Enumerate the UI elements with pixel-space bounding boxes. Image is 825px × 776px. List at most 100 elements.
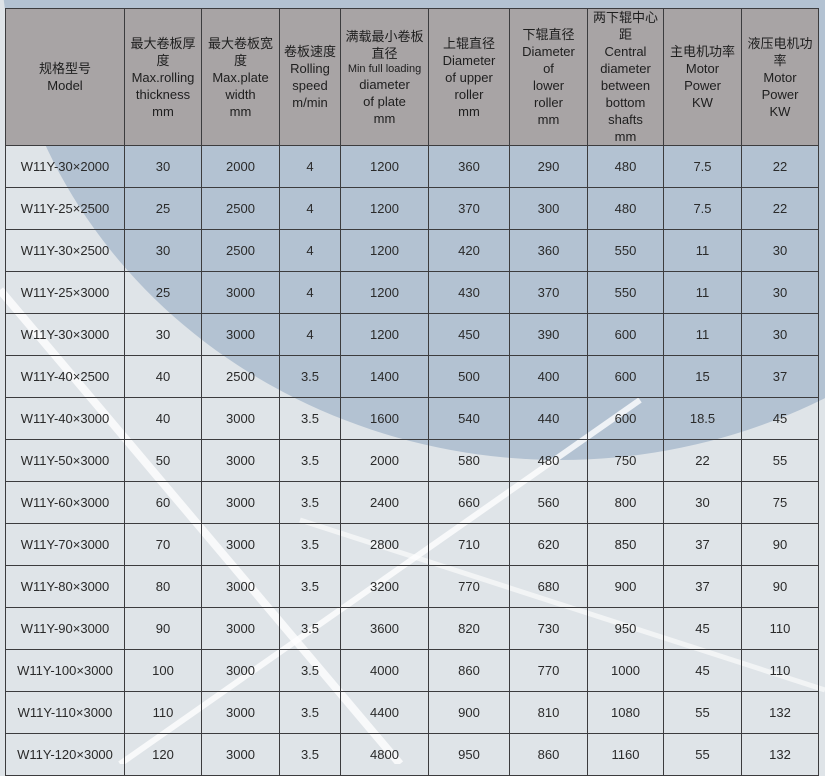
value-cell: 30 [741, 313, 819, 356]
header-en: Power [684, 78, 721, 93]
value-cell: 480 [587, 145, 664, 188]
value-cell: 420 [428, 229, 510, 272]
value-cell: 1000 [587, 649, 664, 692]
value-cell: 4400 [340, 691, 429, 734]
header-en: roller [454, 86, 484, 102]
value-cell: 132 [741, 733, 819, 776]
value-cell: 50 [124, 439, 202, 482]
table-row: W11Y-25×2500 25 2500 4 1200 370 300 480 7.5 22 [5, 187, 819, 230]
value-cell: 37 [663, 523, 742, 566]
value-cell: 550 [587, 229, 664, 272]
value-cell: 3000 [201, 649, 280, 692]
value-cell: 80 [124, 565, 202, 608]
value-cell: 40 [124, 355, 202, 398]
value-cell: 3.5 [279, 397, 341, 440]
value-cell: 100 [124, 649, 202, 692]
column-header: 下辊直径 Diameter of lower roller mm [509, 8, 588, 146]
table-row: W11Y-50×3000 50 3000 3.5 2000 580 480 750 22 55 [5, 439, 819, 482]
value-cell: 900 [428, 691, 510, 734]
value-cell: 850 [587, 523, 664, 566]
value-cell: 3.5 [279, 523, 341, 566]
value-cell: 3000 [201, 523, 280, 566]
value-cell: 750 [587, 439, 664, 482]
value-cell: 18.5 [663, 397, 742, 440]
header-zh: 卷板速度 [283, 44, 336, 59]
value-cell: 600 [587, 313, 664, 356]
value-cell: 860 [509, 733, 588, 776]
header-en: Max.rolling [131, 69, 195, 85]
value-cell: 1200 [340, 229, 429, 272]
value-cell: 132 [741, 691, 819, 734]
value-cell: 950 [428, 733, 510, 776]
value-cell: 440 [509, 397, 588, 440]
value-cell: 25 [124, 271, 202, 314]
value-cell: 4 [279, 229, 341, 272]
header-en: diameter [600, 61, 651, 76]
value-cell: 45 [663, 649, 742, 692]
value-cell: 37 [741, 355, 819, 398]
value-cell: 11 [663, 229, 742, 272]
value-cell: 770 [428, 565, 510, 608]
value-cell: 40 [124, 397, 202, 440]
value-cell: 11 [663, 313, 742, 356]
table-row: W11Y-30×3000 30 3000 4 1200 450 390 600 11 30 [5, 313, 819, 356]
value-cell: 30 [741, 271, 819, 314]
column-header: 主电机功率 Motor Power KW [663, 8, 742, 146]
header-en: of [543, 61, 554, 76]
model-cell: W11Y-110×3000 [5, 691, 125, 734]
column-header: 规格型号 Model [5, 8, 125, 146]
value-cell: 70 [124, 523, 202, 566]
value-cell: 1080 [587, 691, 664, 734]
value-cell: 600 [587, 355, 664, 398]
header-en: KW [692, 95, 713, 110]
value-cell: 290 [509, 145, 588, 188]
column-header: 最大卷板厚度 Max.rolling thickness mm [124, 8, 202, 146]
value-cell: 2500 [201, 229, 280, 272]
value-cell: 560 [509, 481, 588, 524]
header-zh: 液压电机功率 [747, 35, 813, 68]
value-cell: 3000 [201, 691, 280, 734]
value-cell: 4 [279, 187, 341, 230]
value-cell: 800 [587, 481, 664, 524]
header-en: lower [532, 78, 565, 93]
value-cell: 110 [124, 691, 202, 734]
value-cell: 55 [741, 439, 819, 482]
value-cell: 30 [124, 145, 202, 188]
value-cell: 110 [741, 649, 819, 692]
table-row: W11Y-40×2500 40 2500 3.5 1400 500 400 600 15 37 [5, 355, 819, 398]
value-cell: 480 [509, 439, 588, 482]
value-cell: 450 [428, 313, 510, 356]
value-cell: 3000 [201, 439, 280, 482]
header-zh: 上辊直径 [442, 35, 495, 51]
value-cell: 30 [124, 313, 202, 356]
column-header: 卷板速度 Rolling speed m/min [279, 8, 341, 146]
column-header: 最大卷板宽度 Max.plate width mm [201, 8, 280, 146]
value-cell: 90 [124, 607, 202, 650]
value-cell: 2000 [340, 439, 429, 482]
spec-table: 规格型号 Model 最大卷板厚度 Max.rolling thickness mm 最大卷… [5, 8, 819, 776]
header-en: mm [373, 110, 396, 126]
table-row: W11Y-30×2500 30 2500 4 1200 420 360 550 11 30 [5, 229, 819, 272]
column-header: 液压电机功率 Motor Power KW [741, 8, 819, 146]
value-cell: 75 [741, 481, 819, 524]
value-cell: 770 [509, 649, 588, 692]
column-header: 上辊直径 Diameter of upper roller mm [428, 8, 510, 146]
value-cell: 3600 [340, 607, 429, 650]
model-cell: W11Y-40×2500 [5, 355, 125, 398]
value-cell: 950 [587, 607, 664, 650]
value-cell: 25 [124, 187, 202, 230]
value-cell: 1600 [340, 397, 429, 440]
value-cell: 4 [279, 145, 341, 188]
header-en: Max.plate [212, 69, 269, 85]
header-en: Diameter [522, 44, 575, 59]
header-en: Min full loading [347, 62, 422, 75]
value-cell: 360 [509, 229, 588, 272]
header-en: mm [229, 103, 252, 119]
value-cell: 3000 [201, 397, 280, 440]
value-cell: 4800 [340, 733, 429, 776]
header-zh: 满载最小卷板直径 [345, 28, 424, 61]
header-en: Diameter [442, 52, 496, 68]
value-cell: 1400 [340, 355, 429, 398]
header-en: width [225, 86, 256, 102]
value-cell: 3000 [201, 271, 280, 314]
